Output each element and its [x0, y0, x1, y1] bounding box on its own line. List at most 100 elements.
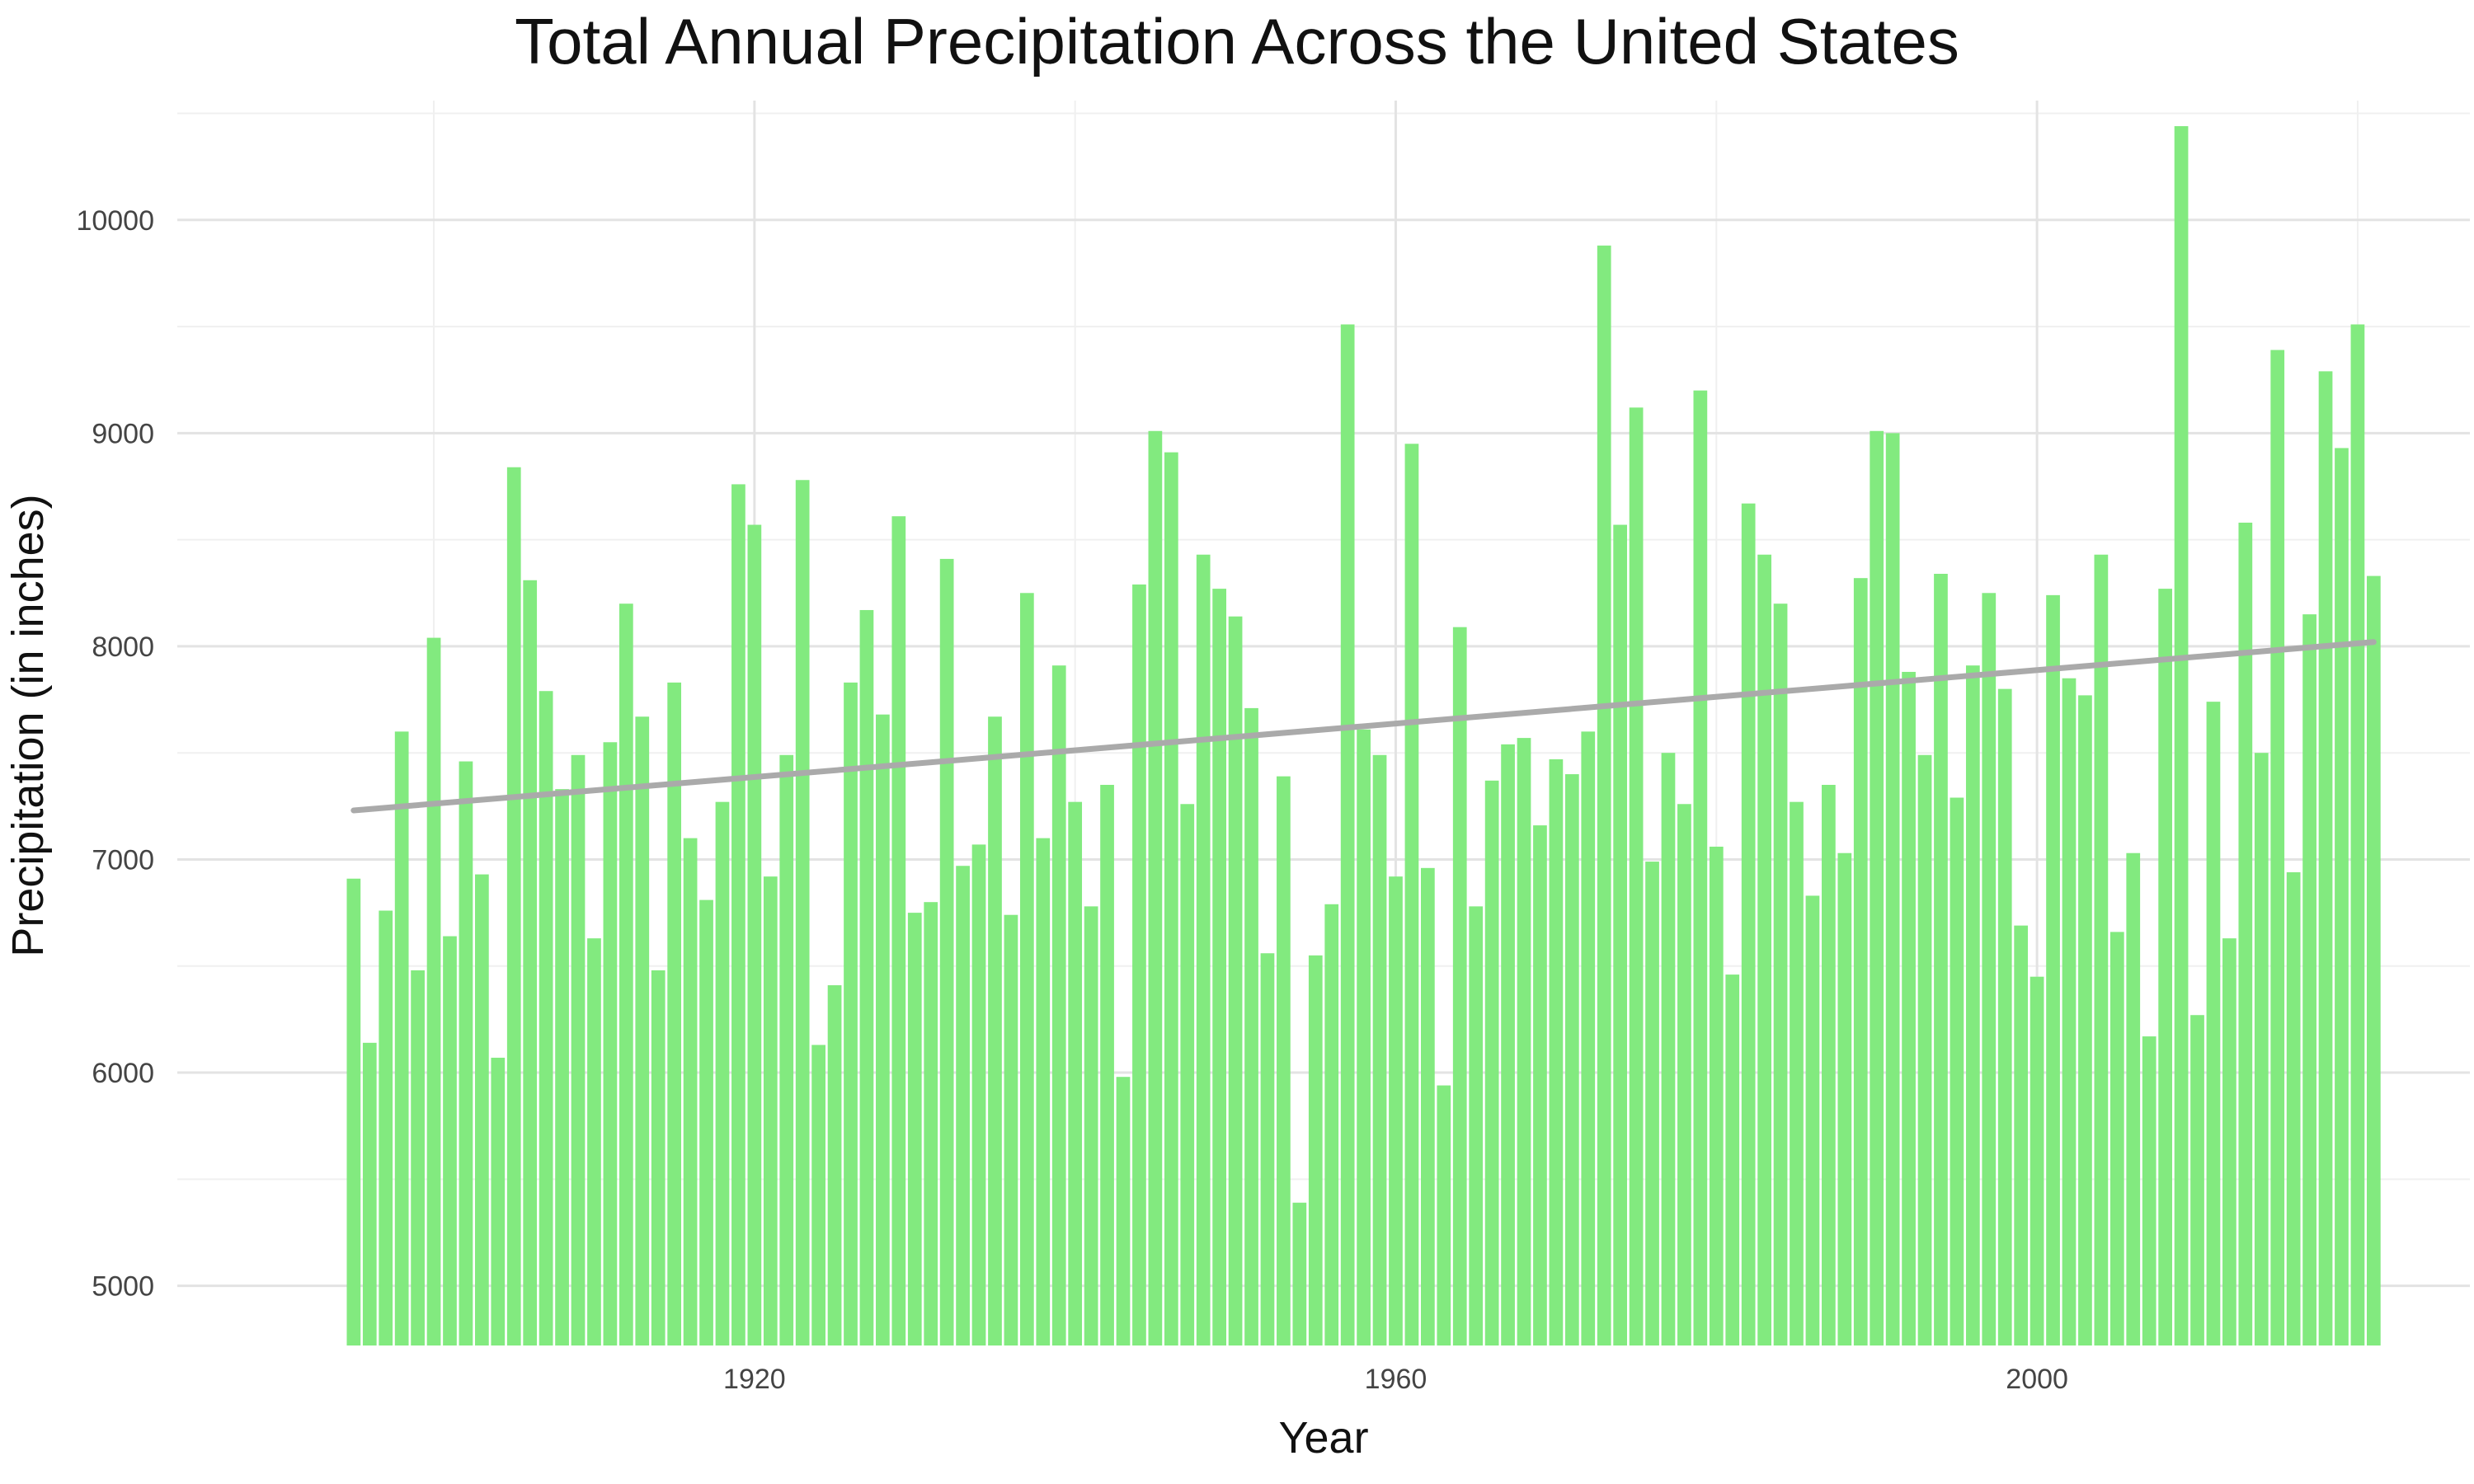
- bar: [1997, 688, 2012, 1345]
- bar: [1773, 603, 1788, 1345]
- bar: [1292, 1202, 1307, 1345]
- bar: [1404, 444, 1419, 1346]
- bar: [876, 714, 890, 1345]
- bar: [1837, 852, 1852, 1345]
- bar: [1853, 578, 1868, 1345]
- bar: [715, 801, 730, 1345]
- bar: [1870, 430, 1884, 1346]
- bar: [971, 844, 986, 1345]
- bar: [2190, 1015, 2204, 1345]
- bar: [1389, 876, 1403, 1345]
- x-axis-ticks: 1920 1960 2000: [723, 1364, 2068, 1395]
- bar: [475, 874, 489, 1345]
- bar: [1661, 753, 1676, 1345]
- bar: [651, 970, 666, 1345]
- bar: [1982, 593, 1997, 1345]
- bar: [1725, 974, 1740, 1345]
- bar: [2062, 678, 2077, 1345]
- bar: [924, 902, 938, 1345]
- bar: [667, 682, 682, 1345]
- y-tick-label: 9000: [92, 418, 154, 449]
- bar: [1308, 955, 1323, 1345]
- bar: [1180, 804, 1195, 1345]
- bar: [1790, 801, 1804, 1345]
- bar: [2318, 371, 2333, 1345]
- bar: [346, 878, 361, 1345]
- bar: [1564, 774, 1579, 1345]
- bar: [1613, 524, 1628, 1345]
- bar: [1372, 754, 1387, 1345]
- bar: [844, 682, 858, 1345]
- bar: [1645, 862, 1659, 1345]
- bar: [939, 558, 954, 1345]
- bar: [379, 910, 393, 1345]
- bar: [1421, 867, 1435, 1345]
- y-tick-label: 7000: [92, 844, 154, 876]
- bar: [1950, 797, 1964, 1345]
- bar: [1517, 738, 1531, 1345]
- bar: [2078, 695, 2092, 1345]
- y-axis-title: Precipitation (in inches): [3, 494, 53, 956]
- bar: [1116, 1077, 1131, 1345]
- bar: [1597, 245, 1611, 1346]
- bar: [763, 876, 778, 1345]
- y-tick-label: 8000: [92, 632, 154, 663]
- bar: [1452, 627, 1467, 1345]
- bar: [956, 866, 970, 1345]
- bar: [811, 1045, 825, 1345]
- bar: [1196, 554, 1211, 1345]
- bar: [1164, 452, 1178, 1345]
- bar: [539, 691, 553, 1345]
- y-axis-ticks: 5000 6000 7000 8000 9000 10000: [76, 205, 154, 1303]
- bar: [1693, 390, 1708, 1346]
- y-tick-label: 10000: [76, 205, 154, 237]
- bar: [1212, 589, 1226, 1345]
- chart-title: Total Annual Precipitation Across the Un…: [515, 5, 1959, 77]
- bar: [2094, 554, 2109, 1345]
- bar: [2158, 589, 2172, 1345]
- bar: [1581, 731, 1596, 1345]
- bar: [827, 985, 842, 1345]
- y-tick-label: 5000: [92, 1271, 154, 1303]
- bar: [1757, 554, 1771, 1345]
- bar: [1902, 671, 1916, 1345]
- bar: [1533, 825, 1547, 1345]
- bar: [1260, 953, 1275, 1345]
- bar: [779, 754, 794, 1345]
- y-tick-label: 6000: [92, 1058, 154, 1089]
- bar: [859, 609, 874, 1345]
- bar: [506, 467, 521, 1345]
- bar: [1917, 754, 1932, 1345]
- x-tick-label: 1960: [1365, 1364, 1427, 1395]
- bar: [1805, 895, 1820, 1345]
- bar: [587, 938, 601, 1345]
- bars: [346, 126, 2381, 1346]
- bar: [1100, 784, 1114, 1345]
- bar: [571, 754, 586, 1345]
- bar: [2286, 871, 2301, 1345]
- bar: [1004, 914, 1018, 1345]
- bar: [1741, 503, 1756, 1345]
- trend-line-path: [350, 639, 2377, 814]
- bar: [683, 838, 698, 1345]
- bar: [2238, 522, 2253, 1345]
- bar: [1469, 906, 1484, 1345]
- bar: [2030, 976, 2044, 1345]
- bar: [1340, 324, 1355, 1345]
- bar: [1437, 1085, 1451, 1345]
- bar: [1051, 665, 1066, 1345]
- trend-line: [350, 639, 2377, 814]
- bar: [426, 637, 441, 1345]
- bar: [2270, 350, 2285, 1346]
- bar: [1148, 430, 1163, 1346]
- bar: [699, 899, 713, 1345]
- bar: [1934, 574, 1948, 1345]
- bar: [443, 936, 457, 1345]
- bar: [891, 516, 906, 1345]
- bar: [1549, 758, 1564, 1345]
- bar: [2142, 1036, 2157, 1345]
- bar: [1885, 433, 1900, 1345]
- x-axis-title: Year: [1278, 1413, 1368, 1463]
- bar: [1629, 407, 1644, 1346]
